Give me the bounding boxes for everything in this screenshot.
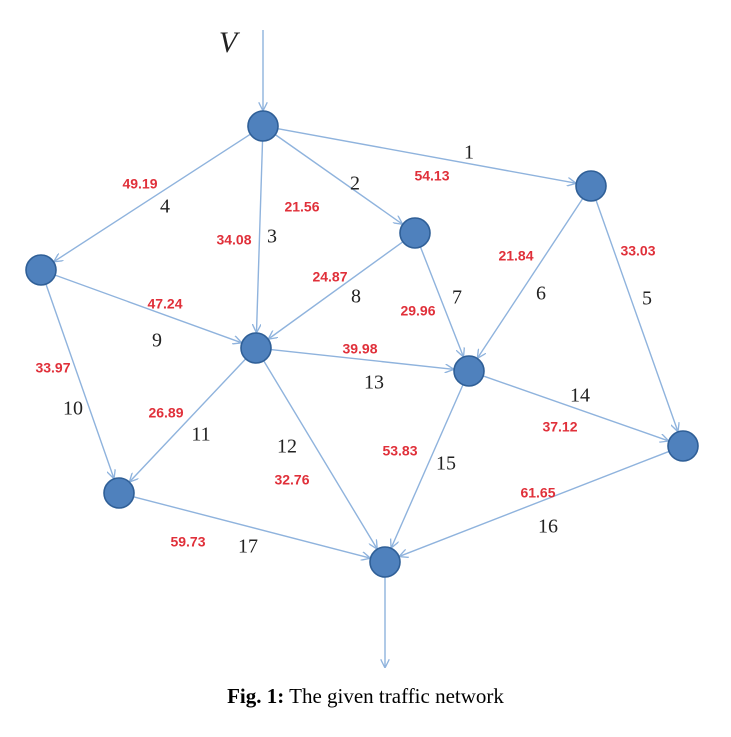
edge-5-number: 5 [642,288,652,310]
edge-13-value: 39.98 [342,341,377,357]
edge-15-number: 15 [436,453,456,475]
edge-8-value: 24.87 [312,269,347,285]
edge-16-arrow [400,450,670,556]
edge-7-value: 29.96 [400,303,435,319]
edge-17-value: 59.73 [170,534,205,550]
caption-text: The given traffic network [289,684,504,708]
edge-5-value: 33.03 [620,243,655,259]
edge-2-arrow [274,134,402,224]
edge-2-number: 2 [350,173,360,195]
network-node-B [25,254,57,286]
edge-11-value: 26.89 [148,405,183,421]
edge-3-number: 3 [267,226,277,248]
network-node-D [399,217,431,249]
edge-14-number: 14 [570,385,590,407]
traffic-network-diagram: V 1 54.13 2 21.56 3 34.08 449.19 5 33.03 6 21.84 7 29… [25,26,699,680]
edge-10-value: 33.97 [35,360,70,376]
edge-17-arrow [133,496,370,558]
edge-17-number: 17 [238,536,258,558]
edge-13-number: 13 [364,372,384,394]
edge-6-arrow [478,198,584,358]
edge-9-number: 9 [152,330,162,352]
edge-11-arrow [130,358,247,481]
network-node-E [240,332,272,364]
edge-2-value: 21.56 [284,199,319,215]
caption-label: Fig. 1: [227,684,285,708]
network-node-I [369,546,401,578]
edge-15-arrow [391,384,464,548]
edge-7-arrow [419,246,463,356]
edge-7-number: 7 [452,287,462,309]
edge-11-number: 11 [191,424,210,446]
edge-1-value: 54.13 [414,168,449,184]
edge-9-value: 47.24 [147,296,182,312]
edge-3-value: 34.08 [216,232,251,248]
input-flow-label: V [219,26,241,59]
edge-15-value: 53.83 [382,443,417,459]
edge-14-value: 37.12 [542,419,577,435]
edge-8-arrow [269,241,404,339]
network-node-C [575,170,607,202]
edge-1-number: 1 [464,142,474,164]
edge-12-number: 12 [277,436,297,458]
network-node-A [247,110,279,142]
edge-6-number: 6 [536,283,546,305]
edge-1-arrow [277,128,576,183]
edge-10-arrow [45,283,114,478]
edge-5-arrow [595,199,678,431]
edge-6-value: 21.84 [498,248,533,264]
edge-4-number: 4 [160,196,170,218]
edge-4-value: 49.19 [122,176,157,192]
edge-9-arrow [54,274,241,342]
figure-caption: Fig. 1: The given traffic network [0,684,731,709]
edge-12-value: 32.76 [274,472,309,488]
edge-8-number: 8 [351,286,361,308]
edge-12-arrow [263,360,377,548]
edge-10-number: 10 [63,398,83,420]
edge-13-arrow [270,348,453,370]
edge-16-value: 61.65 [520,485,555,501]
edge-14-arrow [482,375,668,441]
network-node-G [667,430,699,462]
edge-4-arrow [54,133,251,261]
edge-16-number: 16 [538,516,558,538]
edge-3-arrow [257,140,264,332]
network-node-H [103,477,135,509]
network-node-F [453,355,485,387]
